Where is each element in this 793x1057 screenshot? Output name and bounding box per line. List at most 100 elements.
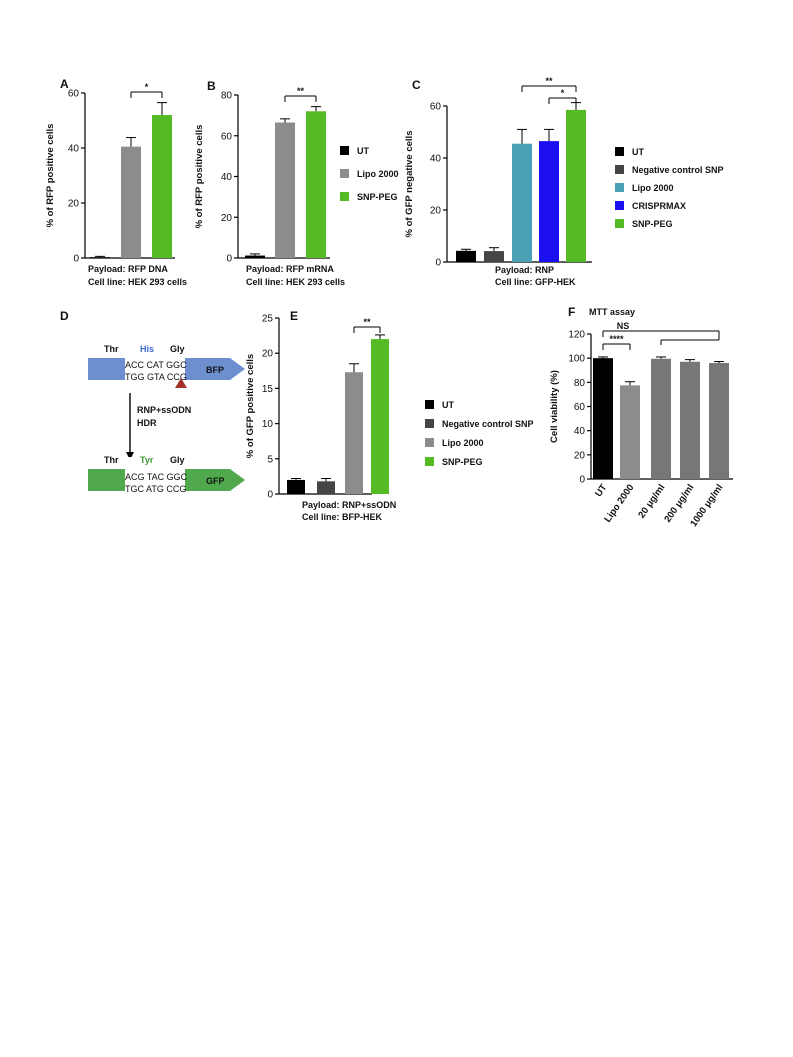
significance-label: ** xyxy=(297,86,305,96)
bar-20-g-ml xyxy=(651,358,671,479)
panel-caption: Payload: RNP xyxy=(495,265,554,275)
arrow-label-hdr: HDR xyxy=(137,418,157,428)
panel-caption: Cell line: HEK 293 cells xyxy=(246,277,345,287)
x-tick-label: 20 μg/ml xyxy=(636,482,667,520)
panel-letter-a: A xyxy=(60,77,69,91)
codon-gly-top: Gly xyxy=(170,344,185,354)
legend-label: Lipo 2000 xyxy=(442,438,484,448)
y-tick-label: 60 xyxy=(68,89,80,100)
bfp-label: BFP xyxy=(206,365,224,375)
y-tick-label: 60 xyxy=(574,402,586,413)
legend-swatch-lipo-2000 xyxy=(615,183,624,192)
y-axis-label: % of RFP positive cells xyxy=(194,125,205,229)
gfp-label: GFP xyxy=(206,476,225,486)
bar-ut xyxy=(90,257,110,258)
significance-label: * xyxy=(145,82,149,92)
legend-b: UT Lipo 2000 SNP-PEG xyxy=(340,146,399,202)
panel-caption: Cell line: BFP-HEK xyxy=(302,512,383,522)
bar-ut xyxy=(287,479,305,494)
panel-letter-b: B xyxy=(207,79,216,93)
y-tick-label: 0 xyxy=(579,475,585,486)
bar-snp-peg xyxy=(566,109,586,263)
bar-negative-control-snp xyxy=(317,481,335,494)
legend-swatch-ut xyxy=(615,147,624,156)
legend-label: UT xyxy=(442,400,454,410)
y-tick-label: 80 xyxy=(574,378,586,389)
y-tick-label: 60 xyxy=(430,102,442,113)
panel-letter-c: C xyxy=(412,78,421,92)
y-tick-label: 0 xyxy=(267,490,273,501)
bar-200-g-ml xyxy=(680,361,700,479)
legend-swatch-lipo-2000 xyxy=(340,169,349,178)
arrow-label-rnp-ssodn: RNP+ssODN xyxy=(137,405,191,415)
legend-label: CRISPRMAX xyxy=(632,201,686,211)
codon-thr-bottom: Thr xyxy=(104,455,119,465)
bar-crisprmax xyxy=(539,141,559,262)
legend-swatch-lipo-2000 xyxy=(425,438,434,447)
legend-label: SNP-PEG xyxy=(632,219,673,229)
y-tick-label: 20 xyxy=(68,199,80,210)
x-tick-label: UT xyxy=(593,482,609,499)
hdr-arrow-head xyxy=(126,452,134,460)
y-tick-label: 40 xyxy=(574,426,586,437)
y-tick-label: 25 xyxy=(262,314,274,325)
legend-swatch-ut xyxy=(425,400,434,409)
panel-caption: Payload: RNP+ssODN xyxy=(302,500,396,510)
legend-swatch-snp-peg xyxy=(425,457,434,466)
bar-ut xyxy=(593,358,613,479)
legend-label: Negative control SNP xyxy=(442,419,534,429)
dna-text-box-bottom xyxy=(125,457,185,493)
y-tick-label: 20 xyxy=(430,206,442,217)
y-axis-label: % of GFP positive cells xyxy=(245,354,256,458)
cut-site-marker xyxy=(175,378,187,388)
bar-negative-control-snp xyxy=(484,251,504,262)
y-axis-label: % of GFP negative cells xyxy=(404,130,415,237)
y-tick-label: 20 xyxy=(574,450,586,461)
legend-swatch-negative-control-snp xyxy=(425,419,434,428)
codon-gly-bottom: Gly xyxy=(170,455,185,465)
legend-label: Negative control SNP xyxy=(632,165,724,175)
bar-lipo-2000 xyxy=(275,122,295,258)
legend-label: Lipo 2000 xyxy=(632,183,674,193)
significance-label: **** xyxy=(609,334,624,344)
y-axis-label: Cell viability (%) xyxy=(549,370,560,443)
panel-caption: Cell line: GFP-HEK xyxy=(495,277,576,287)
dna-top-line-2: TGG GTA CCG xyxy=(125,372,187,382)
chart-panels: A 0 20 40 60 % of RFP positive cells * Payload:… xyxy=(45,76,733,529)
legend-label: SNP-PEG xyxy=(442,457,483,467)
chart-b: B 0 20 40 60 80 % of RFP positive cells ** Paylo… xyxy=(194,79,345,287)
y-tick-label: 40 xyxy=(68,144,80,155)
y-tick-label: 10 xyxy=(262,419,274,430)
y-tick-label: 20 xyxy=(221,213,233,224)
y-tick-label: 60 xyxy=(221,131,233,142)
dna-bottom-line-1: ACG TAC GGC xyxy=(125,472,188,482)
significance-label: ** xyxy=(363,317,371,327)
y-tick-label: 100 xyxy=(568,354,585,365)
y-tick-label: 5 xyxy=(267,454,273,465)
legend-swatch-negative-control-snp xyxy=(615,165,624,174)
panel-caption: Payload: RFP DNA xyxy=(88,264,168,274)
panel-caption: Cell line: HEK 293 cells xyxy=(88,277,187,287)
legend-label: Lipo 2000 xyxy=(357,169,399,179)
significance-label: ** xyxy=(545,76,553,86)
bar-snp-peg xyxy=(152,115,172,258)
legend-label: UT xyxy=(357,146,369,156)
y-tick-label: 80 xyxy=(221,91,233,102)
y-tick-label: 120 xyxy=(568,330,585,341)
legend-c: UT Negative control SNP Lipo 2000 CRISPRMAX… xyxy=(615,147,724,229)
dna-top-line-1: ACC CAT GGC xyxy=(125,360,187,370)
bar-lipo-2000 xyxy=(620,385,640,479)
chart-e: E 0 5 10 15 20 25 % of GFP positive cells ** Payl… xyxy=(245,309,396,522)
y-tick-label: 0 xyxy=(435,258,441,269)
dna-text-box-top xyxy=(125,346,185,382)
y-tick-label: 0 xyxy=(226,254,232,265)
y-axis-label: % of RFP positive cells xyxy=(45,124,56,228)
y-tick-label: 40 xyxy=(221,172,233,183)
y-tick-label: 40 xyxy=(430,154,442,165)
bar-1000-g-ml xyxy=(709,363,729,479)
y-tick-label: 0 xyxy=(73,254,79,265)
bar-ut xyxy=(245,255,265,258)
legend-swatch-crisprmax xyxy=(615,201,624,210)
